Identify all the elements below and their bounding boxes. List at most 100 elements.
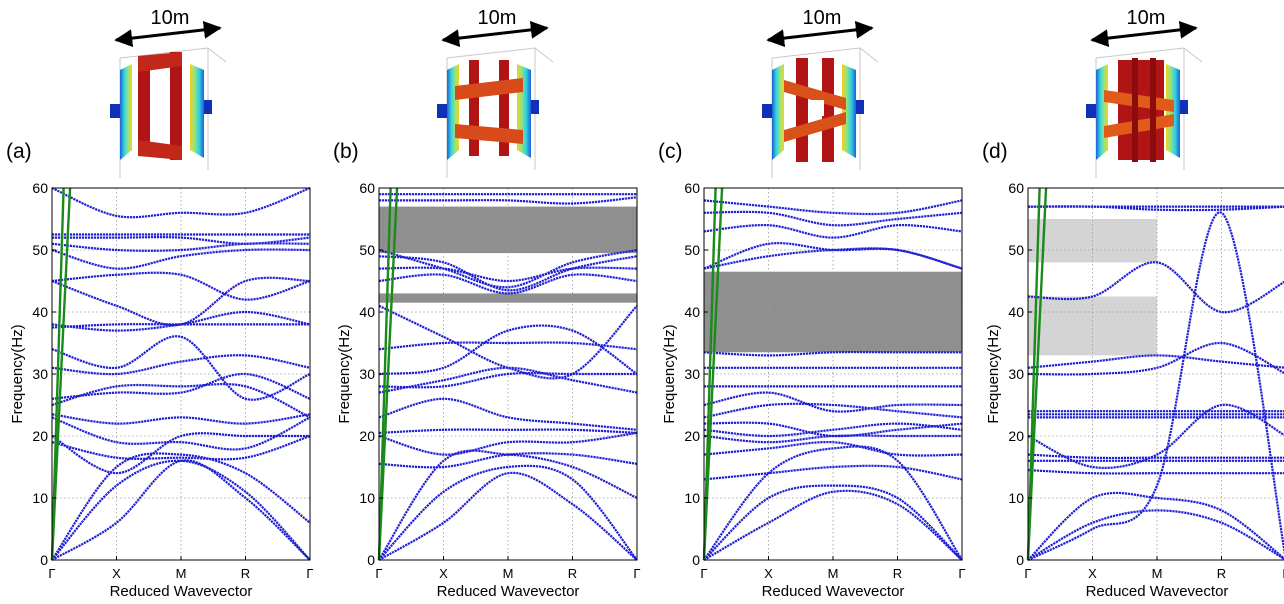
y-tick-label: 60 bbox=[684, 180, 700, 196]
panel-label: (c) bbox=[658, 140, 683, 163]
band-line bbox=[378, 248, 638, 289]
band-line bbox=[1027, 354, 1284, 369]
y-axis-label: Frequency(Hz) bbox=[985, 324, 1002, 423]
y-tick-label: 40 bbox=[1008, 304, 1024, 320]
band-line bbox=[1027, 491, 1284, 561]
band-line bbox=[1027, 205, 1284, 212]
bar bbox=[1104, 90, 1174, 112]
band-line bbox=[1027, 211, 1284, 561]
bar bbox=[138, 56, 150, 156]
bar bbox=[455, 124, 523, 144]
band-line bbox=[703, 421, 963, 438]
band-line bbox=[378, 304, 638, 380]
y-tick-label: 40 bbox=[359, 304, 375, 320]
band-line bbox=[378, 428, 638, 434]
band-line bbox=[1027, 403, 1284, 469]
x-axis-label: Reduced Wavevector bbox=[437, 583, 580, 600]
bar bbox=[170, 52, 182, 160]
x-tick-label: X bbox=[112, 566, 121, 581]
left-mass bbox=[437, 104, 447, 118]
band-line bbox=[703, 489, 963, 561]
left-plate bbox=[1096, 64, 1108, 160]
y-tick-label: 0 bbox=[40, 552, 48, 568]
right-plate bbox=[190, 64, 204, 158]
panel-label: (b) bbox=[333, 140, 359, 163]
right-mass bbox=[531, 100, 539, 114]
x-tick-label: M bbox=[828, 566, 839, 581]
x-axis-label: Reduced Wavevector bbox=[110, 583, 253, 600]
y-tick-label: 50 bbox=[32, 242, 48, 258]
x-axis-label: Reduced Wavevector bbox=[1086, 583, 1229, 600]
bar bbox=[1104, 114, 1174, 138]
scale-arrow bbox=[766, 20, 874, 48]
y-tick-label: 30 bbox=[684, 366, 700, 382]
resonator-body bbox=[1104, 58, 1174, 162]
x-tick-label: Γ bbox=[48, 566, 55, 581]
left-plate bbox=[772, 64, 784, 160]
right-mass bbox=[856, 100, 864, 114]
y-tick-label: 60 bbox=[32, 180, 48, 196]
bar bbox=[455, 78, 523, 100]
band-line bbox=[51, 271, 311, 301]
y-tick-label: 0 bbox=[367, 552, 375, 568]
left-plate bbox=[120, 64, 132, 160]
band-line bbox=[1027, 261, 1284, 314]
y-tick-label: 10 bbox=[359, 490, 375, 506]
band-line bbox=[378, 266, 638, 283]
bar bbox=[1118, 60, 1164, 160]
bar bbox=[784, 112, 846, 142]
band-line bbox=[378, 471, 638, 561]
x-tick-label: R bbox=[568, 566, 577, 581]
band-gap bbox=[1028, 296, 1157, 356]
band-line bbox=[703, 210, 963, 227]
resonator-body bbox=[455, 60, 523, 156]
resonator-body bbox=[138, 52, 182, 160]
scale-arrow bbox=[114, 20, 222, 48]
resonator-model: 10m bbox=[110, 7, 227, 178]
x-tick-label: M bbox=[503, 566, 514, 581]
right-mass bbox=[1180, 100, 1188, 114]
band-line bbox=[378, 273, 638, 295]
x-tick-label: Γ bbox=[958, 566, 965, 581]
panel-d: 10m (d) 0 10 20 30 40 50 60 Γ X M R Γ Reduced Wavevect… bbox=[982, 7, 1284, 600]
scale-label: 10m bbox=[1127, 7, 1166, 29]
x-tick-label: M bbox=[176, 566, 187, 581]
right-mass bbox=[204, 100, 212, 114]
left-mass bbox=[1086, 104, 1096, 118]
y-tick-label: 10 bbox=[1008, 490, 1024, 506]
band-line bbox=[51, 459, 311, 561]
x-tick-label: Γ bbox=[633, 566, 640, 581]
y-tick-label: 60 bbox=[1008, 180, 1024, 196]
band-line bbox=[52, 236, 311, 245]
y-tick-label: 10 bbox=[32, 490, 48, 506]
left-mass bbox=[110, 104, 120, 118]
band-gap bbox=[379, 206, 637, 254]
resonator-model: 10m bbox=[762, 7, 879, 178]
band-line bbox=[51, 335, 311, 401]
y-tick-label: 30 bbox=[359, 366, 375, 382]
band-line bbox=[703, 402, 963, 419]
band-line bbox=[703, 242, 963, 270]
panel-a: 10m (a) 0 10 20 30 40 50 60 Γ X M R Γ Reduced Wavevect… bbox=[6, 7, 314, 600]
x-tick-label: Γ bbox=[1024, 566, 1031, 581]
panel-c: 10m (c) 0 10 20 30 40 50 60 Γ X M R Γ Reduced Wavevect… bbox=[658, 7, 966, 600]
band-line bbox=[1027, 453, 1284, 460]
x-axis-label: Reduced Wavevector bbox=[762, 583, 905, 600]
x-tick-label: M bbox=[1152, 566, 1163, 581]
band-line bbox=[703, 484, 963, 561]
band-line bbox=[379, 196, 638, 205]
y-tick-label: 0 bbox=[692, 552, 700, 568]
band-series bbox=[51, 186, 311, 561]
band-line bbox=[51, 413, 311, 425]
x-tick-label: X bbox=[439, 566, 448, 581]
y-tick-label: 60 bbox=[359, 180, 375, 196]
band-line bbox=[378, 464, 638, 561]
bar bbox=[822, 58, 834, 162]
band-line bbox=[1027, 509, 1284, 561]
x-tick-label: Γ bbox=[1282, 566, 1284, 581]
x-tick-label: R bbox=[1217, 566, 1226, 581]
band-line bbox=[51, 383, 311, 419]
band-line bbox=[703, 224, 963, 239]
band-line bbox=[378, 366, 638, 394]
